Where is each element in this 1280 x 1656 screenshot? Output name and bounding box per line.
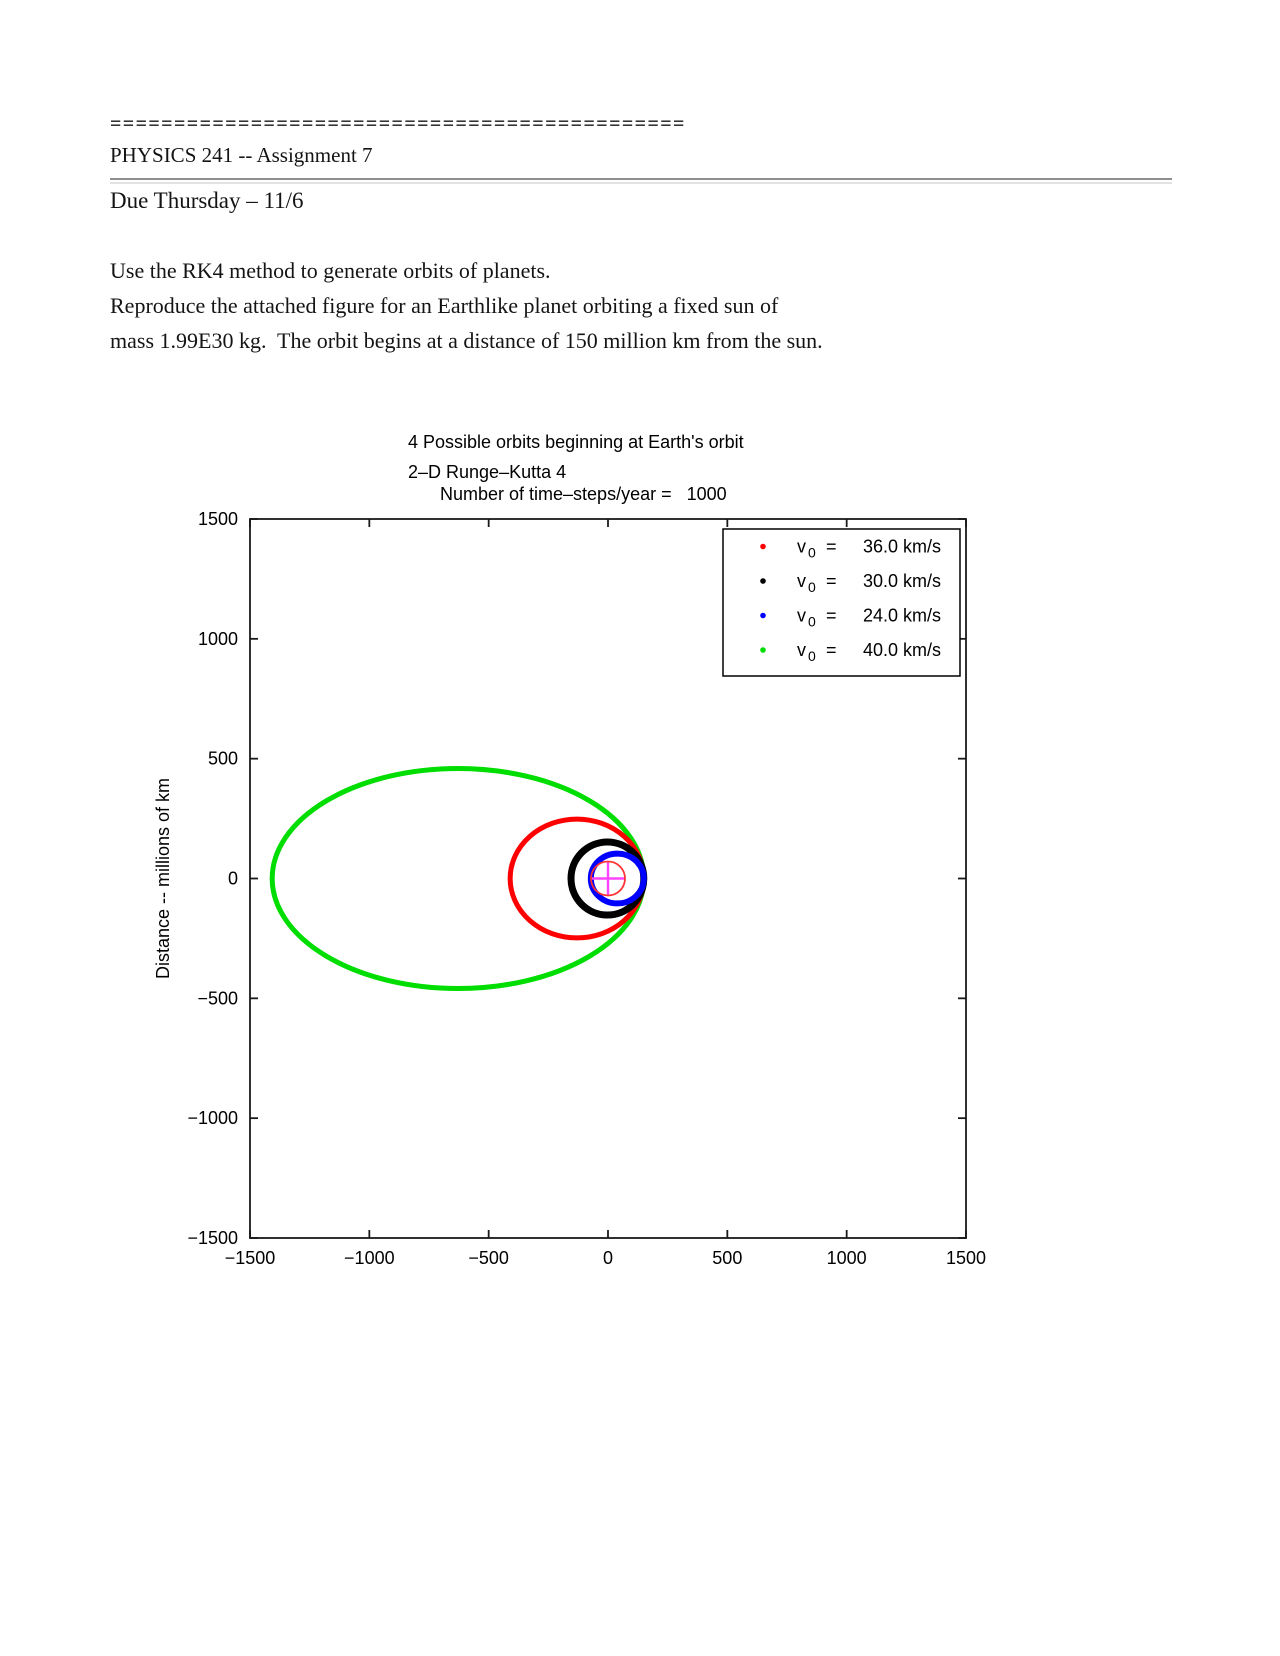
x-tick-label: 0: [603, 1248, 613, 1268]
y-tick-label: 1500: [198, 509, 238, 529]
equals-divider: ========================================…: [110, 113, 686, 135]
legend-value-label: 30.0 km/s: [863, 571, 941, 591]
body-text-line: mass 1.99E30 kg. The orbit begins at a d…: [110, 328, 823, 353]
legend-var-label: v: [797, 640, 806, 660]
x-tick-label: −500: [468, 1248, 509, 1268]
horizontal-rule: [110, 178, 1172, 184]
legend-var-label: v: [797, 606, 806, 626]
legend-equals: =: [826, 606, 837, 626]
sun-circle-marker: [590, 860, 626, 897]
legend-var-subscript: 0: [808, 545, 816, 561]
body-text-line: Reproduce the attached figure for an Ear…: [110, 293, 779, 318]
plot-title-line: 4 Possible orbits beginning at Earth's o…: [408, 432, 744, 452]
legend-equals: =: [826, 640, 837, 660]
legend-var-label: v: [797, 571, 806, 591]
y-tick-label: 500: [208, 749, 238, 769]
y-tick-label: −1500: [187, 1228, 238, 1248]
plot-title-line: Number of time–steps/year = 1000: [440, 484, 727, 504]
legend-marker-dot: [760, 612, 766, 619]
plot-title-line: 2–D Runge–Kutta 4: [408, 462, 566, 482]
x-tick-label: 1500: [946, 1248, 986, 1268]
legend-var-subscript: 0: [808, 648, 816, 664]
legend-var-label: v: [797, 537, 806, 557]
x-tick-label: 1000: [827, 1248, 867, 1268]
body-text-line: Use the RK4 method to generate orbits of…: [110, 258, 551, 283]
legend-value-label: 36.0 km/s: [863, 537, 941, 557]
y-tick-label: −1000: [187, 1108, 238, 1128]
legend-marker-dot: [760, 543, 766, 550]
y-axis-label: Distance -- millions of km: [153, 778, 173, 979]
x-tick-label: 500: [712, 1248, 742, 1268]
legend-marker-dot: [760, 647, 766, 653]
legend-marker-dot: [760, 578, 766, 584]
x-tick-label: −1500: [225, 1248, 276, 1268]
legend-equals: =: [826, 537, 837, 557]
course-header: PHYSICS 241 -- Assignment 7: [110, 143, 373, 167]
y-tick-label: 0: [228, 869, 238, 889]
due-date-line: Due Thursday – 11/6: [110, 188, 304, 213]
x-tick-label: −1000: [344, 1248, 395, 1268]
y-tick-label: −500: [197, 988, 238, 1008]
legend-value-label: 24.0 km/s: [863, 606, 941, 626]
legend-var-subscript: 0: [808, 579, 816, 595]
legend-equals: =: [826, 571, 837, 591]
legend-var-subscript: 0: [808, 614, 816, 630]
y-tick-label: 1000: [198, 629, 238, 649]
legend-value-label: 40.0 km/s: [863, 640, 941, 660]
